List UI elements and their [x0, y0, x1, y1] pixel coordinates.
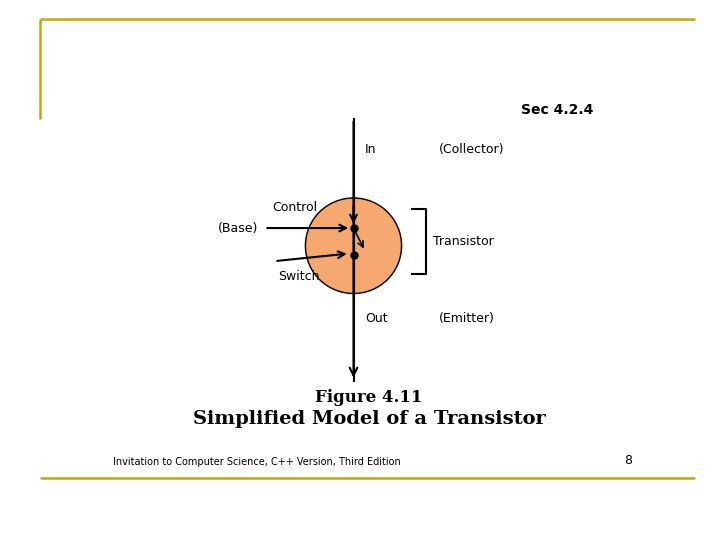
Text: Switch: Switch — [279, 271, 320, 284]
Text: In: In — [365, 143, 377, 156]
Text: Sec 4.2.4: Sec 4.2.4 — [521, 103, 594, 117]
Text: Out: Out — [365, 313, 388, 326]
Circle shape — [305, 198, 402, 294]
Text: Simplified Model of a Transistor: Simplified Model of a Transistor — [193, 410, 545, 428]
Text: Invitation to Computer Science, C++ Version, Third Edition: Invitation to Computer Science, C++ Vers… — [113, 457, 401, 467]
Text: (Base): (Base) — [218, 221, 258, 234]
Text: Transistor: Transistor — [433, 235, 494, 248]
Text: Figure 4.11: Figure 4.11 — [315, 389, 423, 406]
Text: (Emitter): (Emitter) — [438, 313, 495, 326]
Text: 8: 8 — [624, 454, 632, 467]
Text: (Collector): (Collector) — [438, 143, 504, 156]
Text: Control: Control — [272, 201, 318, 214]
